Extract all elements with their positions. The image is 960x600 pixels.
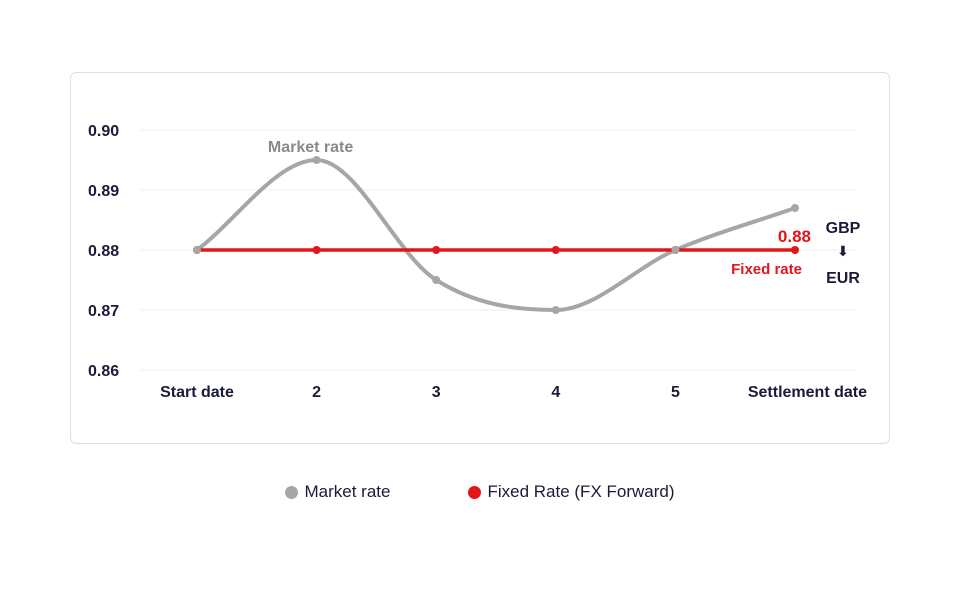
y-tick-label: 0.87 xyxy=(88,303,119,320)
y-tick-label: 0.90 xyxy=(88,123,119,140)
x-tick-label: 3 xyxy=(432,384,441,401)
y-tick-label: 0.88 xyxy=(88,243,119,260)
x-tick-label: Start date xyxy=(160,384,234,401)
x-tick-label: 2 xyxy=(312,384,321,401)
legend-label: Fixed Rate (FX Forward) xyxy=(487,482,675,501)
market-rate-point xyxy=(193,246,201,254)
legend-item-market-rate: Market rate xyxy=(285,482,390,502)
fixed-rate-annotation: Fixed rate xyxy=(731,261,802,278)
y-tick-label: 0.89 xyxy=(88,183,119,200)
fixed-rate-point xyxy=(312,246,321,254)
currency-from-label: GBP xyxy=(826,220,861,237)
fixed-rate-point xyxy=(551,246,560,254)
series-line-market-rate xyxy=(195,157,797,313)
legend-item-fixed-rate: Fixed Rate (FX Forward) xyxy=(468,482,675,502)
chart-legend: Market rate Fixed Rate (FX Forward) xyxy=(0,482,960,502)
x-tick-label: 5 xyxy=(671,384,680,401)
y-tick-label: 0.86 xyxy=(88,363,119,380)
currency-to-label: EUR xyxy=(826,270,860,287)
fixed-rate-value-annotation: 0.88 xyxy=(778,227,811,246)
market-rate-point xyxy=(432,276,441,284)
market-rate-point xyxy=(791,204,799,212)
legend-marker-market-rate xyxy=(285,485,299,499)
data-points xyxy=(193,156,799,314)
x-axis-ticks: Start date 2 3 4 5 Settlement date xyxy=(160,384,867,401)
legend-label: Market rate xyxy=(304,482,391,501)
fixed-rate-point xyxy=(432,246,441,254)
legend-marker-fixed-rate xyxy=(468,485,482,499)
market-rate-point xyxy=(671,246,680,254)
chart-card xyxy=(70,72,890,444)
fixed-rate-point xyxy=(791,246,799,254)
market-rate-point xyxy=(312,156,321,164)
market-rate-annotation: Market rate xyxy=(268,139,353,156)
down-arrow-icon: ⬇ xyxy=(837,243,849,259)
x-tick-label: 4 xyxy=(551,384,560,401)
y-axis-ticks: 0.86 0.87 0.88 0.89 0.90 xyxy=(88,123,119,380)
x-tick-label: Settlement date xyxy=(748,384,867,401)
market-rate-point xyxy=(551,306,560,314)
